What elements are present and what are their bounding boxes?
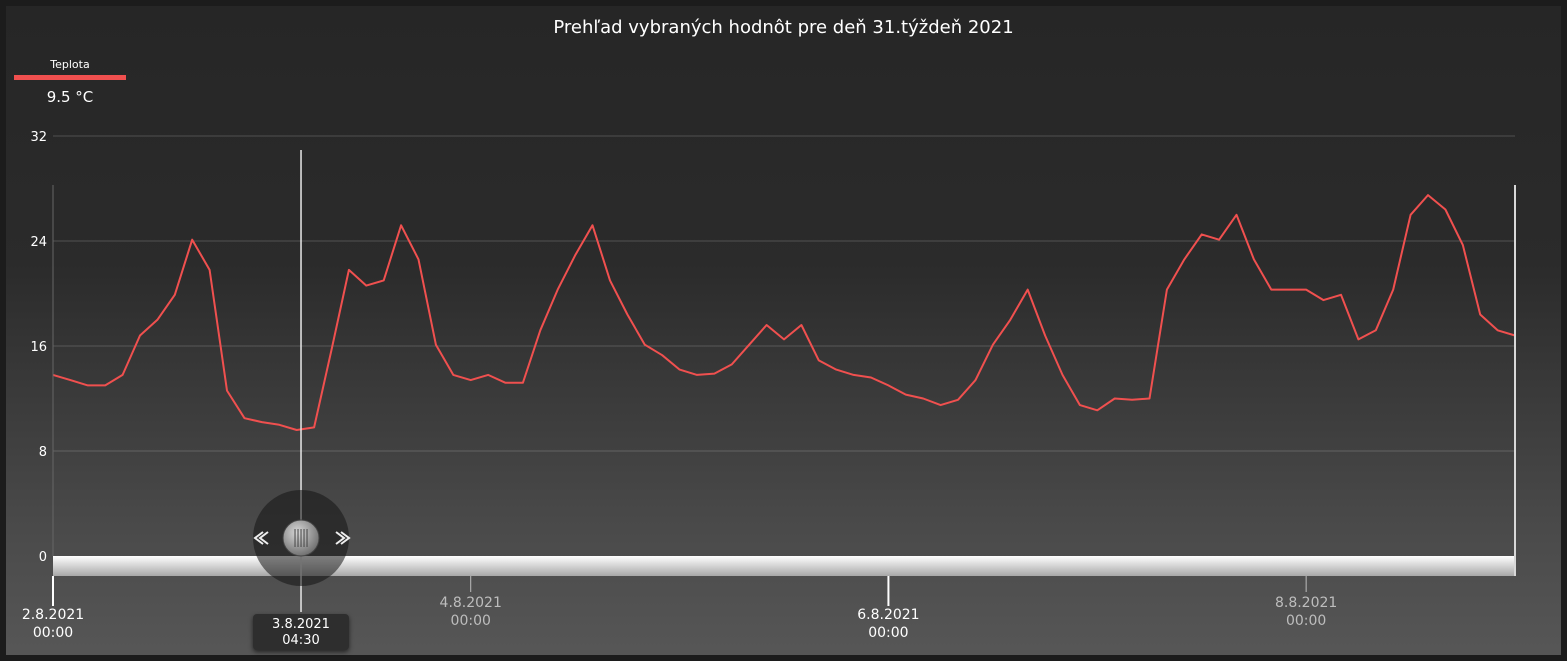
cursor-time: 04:30 — [282, 633, 320, 648]
grid-lines — [53, 135, 1515, 452]
x-axis-bar — [53, 556, 1515, 576]
x-axis: 2.8.2021 00:00 4.8.2021 00:00 6.8.2021 00:00 8… — [22, 576, 1337, 641]
x-tick-date: 4.8.2021 — [440, 595, 502, 611]
legend-swatch — [14, 75, 126, 80]
legend-current-value: 9.5 °C — [46, 88, 94, 106]
legend-label: Teplota — [50, 58, 90, 71]
y-tick-label: 16 — [30, 340, 47, 355]
time-scroller[interactable] — [253, 490, 351, 586]
legend-item-teplota[interactable]: Teplota 9.5 °C — [14, 58, 126, 106]
chart-title: Prehľad vybraných hodnôt pre deň 31.týžd… — [553, 17, 1014, 38]
y-axis: 0 8 16 24 32 — [30, 130, 47, 565]
cursor-tooltip: 3.8.2021 04:30 — [253, 614, 349, 650]
y-tick-label: 24 — [30, 235, 47, 250]
x-tick-date: 2.8.2021 — [22, 607, 84, 623]
grip-icon — [294, 529, 308, 547]
chevron-left-icon[interactable] — [253, 531, 269, 545]
y-tick-label: 8 — [39, 445, 47, 460]
x-tick-time: 00:00 — [451, 613, 491, 629]
cursor-date: 3.8.2021 — [272, 617, 330, 632]
y-tick-label: 32 — [30, 130, 47, 145]
x-tick-time: 00:00 — [1286, 613, 1326, 629]
x-tick-time: 00:00 — [33, 625, 73, 641]
y-tick-label: 0 — [39, 550, 47, 565]
x-tick-date: 8.8.2021 — [1275, 595, 1337, 611]
x-tick-date: 6.8.2021 — [857, 607, 919, 623]
series-line-teplota — [52, 194, 1516, 431]
chevron-right-icon[interactable] — [335, 531, 351, 545]
x-tick-time: 00:00 — [868, 625, 908, 641]
